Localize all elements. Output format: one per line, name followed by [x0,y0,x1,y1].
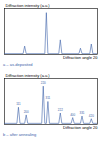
svg-text:220: 220 [41,81,46,85]
html-text:a – as-deposited: a – as-deposited [3,62,33,67]
svg-text:Diffraction intensity (a.u.): Diffraction intensity (a.u.) [6,73,51,78]
svg-text:Diffraction angle 2θ: Diffraction angle 2θ [63,55,98,60]
svg-text:420: 420 [89,114,94,118]
html-text:b – after annealing: b – after annealing [3,132,37,137]
svg-text:200: 200 [24,110,29,114]
svg-text:222: 222 [58,108,63,112]
svg-text:331: 331 [79,111,84,115]
svg-text:Diffraction intensity (a.u.): Diffraction intensity (a.u.) [6,3,51,8]
svg-text:311: 311 [46,96,51,100]
svg-text:400: 400 [70,113,75,117]
svg-text:Diffraction angle 2θ: Diffraction angle 2θ [63,125,98,130]
svg-text:111: 111 [16,102,21,106]
